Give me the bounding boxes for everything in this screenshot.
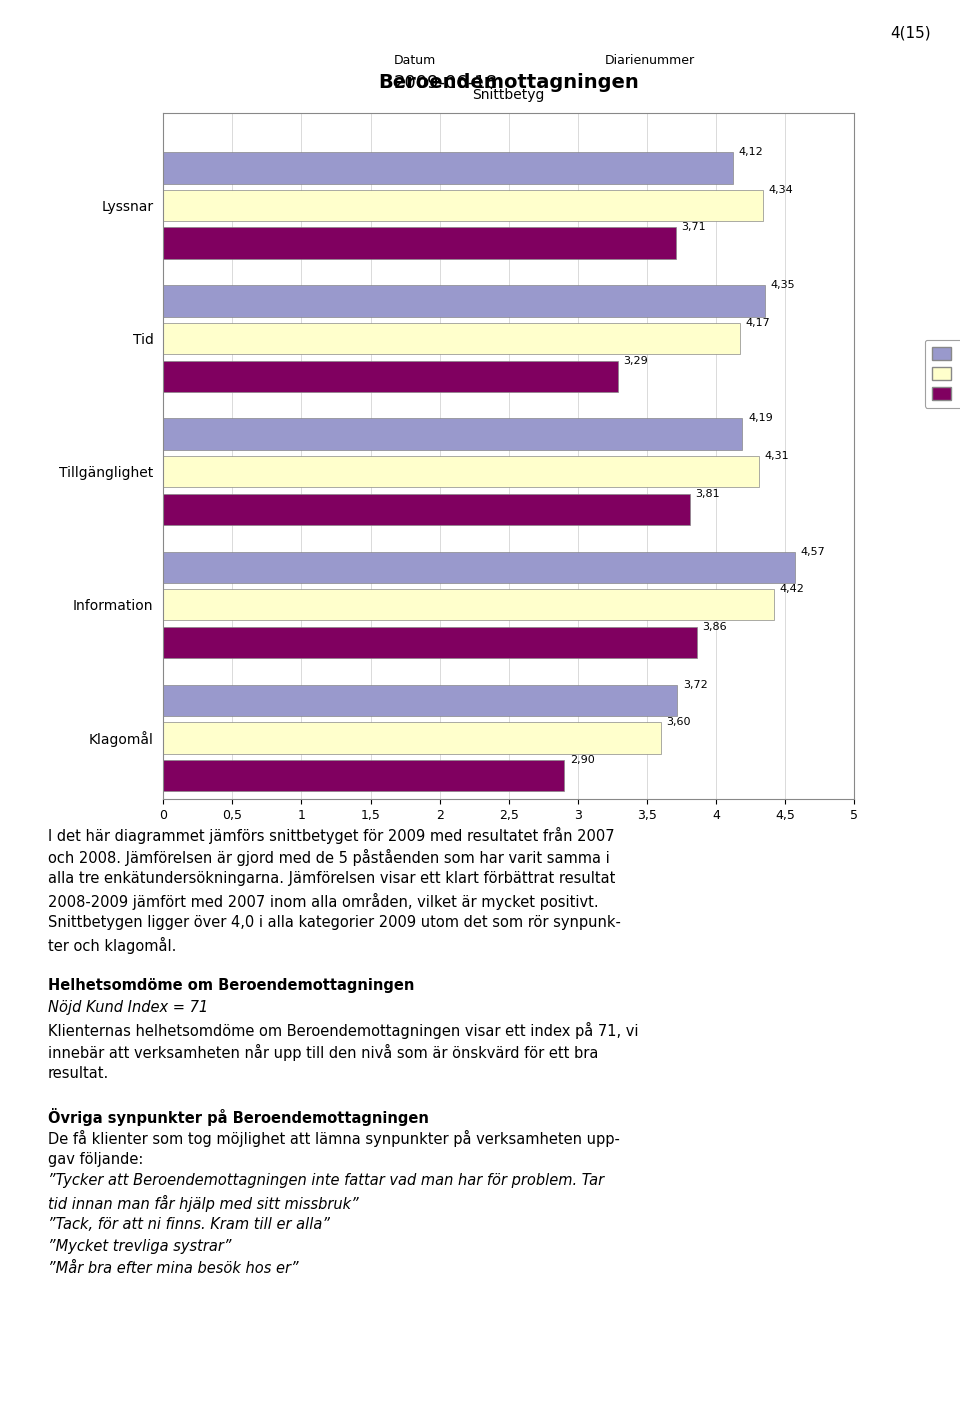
Bar [163, 361, 618, 392]
Text: 4,35: 4,35 [770, 280, 795, 290]
Text: 3,86: 3,86 [703, 622, 727, 632]
Text: tid innan man får hjälp med sitt missbruk”: tid innan man får hjälp med sitt missbru… [48, 1195, 359, 1212]
Bar [163, 551, 795, 583]
Bar [163, 493, 690, 525]
Title: Beroendemottagningen: Beroendemottagningen [378, 74, 639, 92]
Text: ”Mår bra efter mina besök hos er”: ”Mår bra efter mina besök hos er” [48, 1261, 299, 1277]
Text: gav följande:: gav följande: [48, 1151, 143, 1167]
Bar [163, 684, 678, 715]
Text: 4,19: 4,19 [748, 413, 773, 423]
Bar [163, 759, 564, 790]
Text: Övriga synpunkter på Beroendemottagningen: Övriga synpunkter på Beroendemottagninge… [48, 1107, 429, 1126]
Text: 2009-06-18: 2009-06-18 [394, 74, 497, 92]
Text: 4,12: 4,12 [738, 147, 763, 157]
Text: Diarienummer: Diarienummer [605, 54, 695, 66]
Text: ”Tycker att Beroendemottagningen inte fattar vad man har för problem. Tar: ”Tycker att Beroendemottagningen inte fa… [48, 1174, 604, 1189]
Text: ”Mycket trevliga systrar”: ”Mycket trevliga systrar” [48, 1239, 231, 1254]
Text: ter och klagomål.: ter och klagomål. [48, 937, 177, 954]
Bar [163, 322, 739, 355]
Bar [163, 419, 742, 450]
Text: De få klienter som tog möjlighet att lämna synpunkter på verksamheten upp-: De få klienter som tog möjlighet att läm… [48, 1130, 620, 1147]
Bar [163, 228, 676, 259]
Text: 4,17: 4,17 [745, 318, 770, 328]
Text: 4,42: 4,42 [780, 584, 804, 594]
Legend: 2009, 2008, 2007: 2009, 2008, 2007 [924, 339, 960, 407]
Text: Datum: Datum [394, 54, 436, 66]
Text: 3,72: 3,72 [683, 680, 708, 690]
Text: 2008-2009 jämfört med 2007 inom alla områden, vilket är mycket positivt.: 2008-2009 jämfört med 2007 inom alla omr… [48, 894, 599, 911]
Text: Snittbetygen ligger över 4,0 i alla kategorier 2009 utom det som rör synpunk-: Snittbetygen ligger över 4,0 i alla kate… [48, 915, 621, 930]
Text: 4(15): 4(15) [891, 25, 931, 41]
Text: ”Tack, för att ni finns. Kram till er alla”: ”Tack, för att ni finns. Kram till er al… [48, 1217, 330, 1233]
Bar [163, 626, 697, 658]
Text: och 2008. Jämförelsen är gjord med de 5 påståenden som har varit samma i: och 2008. Jämförelsen är gjord med de 5 … [48, 848, 610, 867]
Text: Snittbetyg: Snittbetyg [472, 88, 545, 102]
Text: 3,71: 3,71 [682, 222, 707, 232]
Bar [163, 723, 660, 754]
Text: innebär att verksamheten når upp till den nivå som är önskvärd för ett bra: innebär att verksamheten når upp till de… [48, 1044, 598, 1060]
Text: 3,81: 3,81 [695, 489, 720, 499]
Bar [163, 590, 774, 621]
Bar [163, 189, 763, 221]
Text: 2,90: 2,90 [569, 755, 594, 765]
Bar [163, 455, 759, 488]
Text: resultat.: resultat. [48, 1066, 109, 1082]
Text: Nöjd Kund Index = 71: Nöjd Kund Index = 71 [48, 1000, 208, 1015]
Text: Klienternas helhetsomdöme om Beroendemottagningen visar ett index på 71, vi: Klienternas helhetsomdöme om Beroendemot… [48, 1022, 638, 1039]
Text: 4,34: 4,34 [769, 185, 794, 195]
Text: I det här diagrammet jämförs snittbetyget för 2009 med resultatet från 2007: I det här diagrammet jämförs snittbetyge… [48, 827, 614, 844]
Bar [163, 153, 732, 184]
Text: 3,60: 3,60 [666, 717, 691, 727]
Bar [163, 286, 764, 317]
Text: 3,29: 3,29 [624, 355, 648, 365]
Text: Helhetsomdöme om Beroendemottagningen: Helhetsomdöme om Beroendemottagningen [48, 978, 415, 994]
Text: 4,57: 4,57 [801, 547, 826, 557]
Text: 4,31: 4,31 [764, 451, 789, 461]
Text: alla tre enkätundersökningarna. Jämförelsen visar ett klart förbättrat resultat: alla tre enkätundersökningarna. Jämförel… [48, 871, 615, 887]
